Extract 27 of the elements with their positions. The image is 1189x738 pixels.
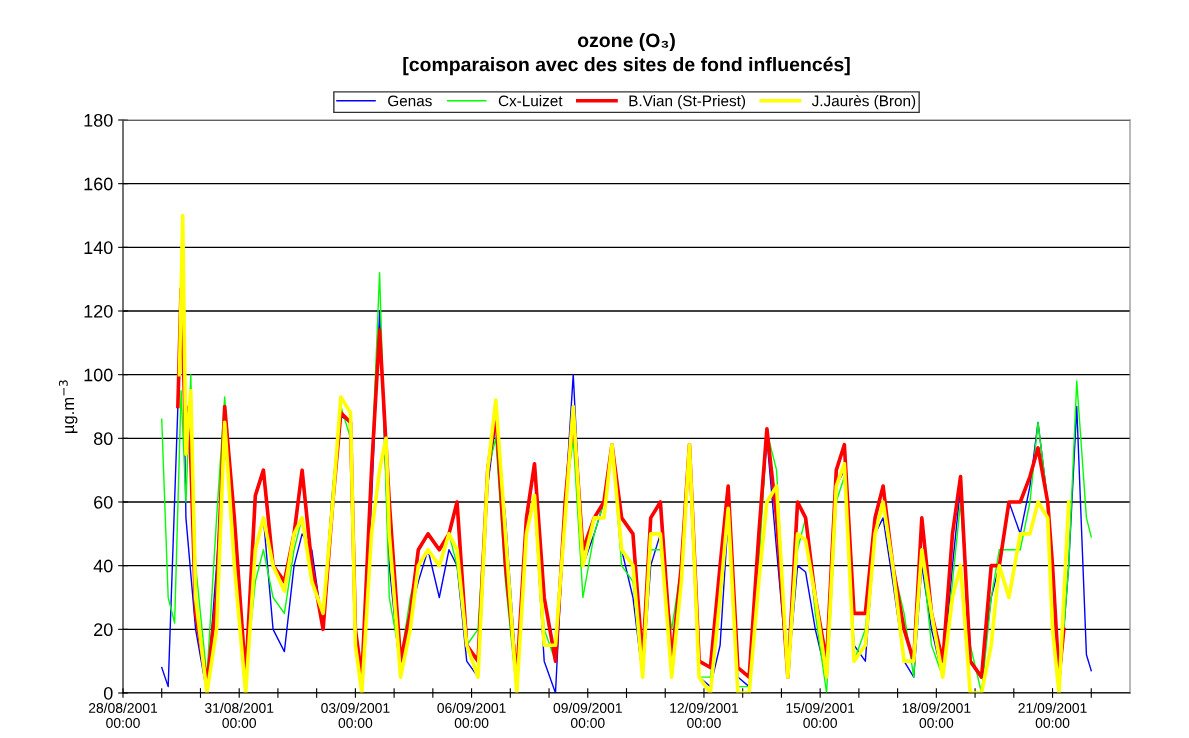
y-tick-label: 180 (84, 113, 113, 127)
x-tick-label: 03/09/2001 00:00 (321, 702, 390, 728)
y-axis-title: µg.m$^{−3}$ (58, 380, 78, 434)
legend-label: Cx-Luizet (498, 95, 563, 107)
y-tick-label: 120 (84, 304, 113, 318)
chart-title: ozone (O₃) (577, 32, 675, 52)
y-tick-label: 60 (94, 495, 113, 509)
x-tick-label: 12/09/2001 00:00 (670, 702, 739, 728)
chart-subtitle: [comparaison avec des sites de fond influencés] (403, 56, 850, 76)
y-tick-label: 80 (93, 432, 113, 446)
legend-label: Genas (388, 95, 432, 107)
legend-label: B.Vian (St-Priest) (629, 95, 746, 110)
y-tick-label: 0 (103, 686, 113, 700)
y-tick-label: 160 (84, 177, 113, 191)
y-tick-label: 40 (93, 559, 113, 573)
x-tick-label: 15/09/2001 00:00 (786, 702, 855, 728)
line-series (177, 213, 1071, 693)
x-tick-label: 21/09/2001 00:00 (1018, 702, 1087, 728)
x-tick-label: 28/08/2001 00:00 (88, 702, 158, 728)
x-tick-label: 31/08/2001 00:00 (204, 702, 274, 728)
y-tick-label: 140 (84, 241, 113, 255)
legend-label: J.Jaurès (Bron) (811, 94, 916, 110)
y-tick-label: 20 (94, 623, 113, 637)
x-tick-label: 18/09/2001 00:00 (902, 702, 971, 728)
y-tick-label: 100 (84, 368, 113, 382)
x-tick-label: 09/09/2001 00:00 (553, 702, 622, 728)
x-tick-label: 06/09/2001 00:00 (437, 702, 506, 728)
